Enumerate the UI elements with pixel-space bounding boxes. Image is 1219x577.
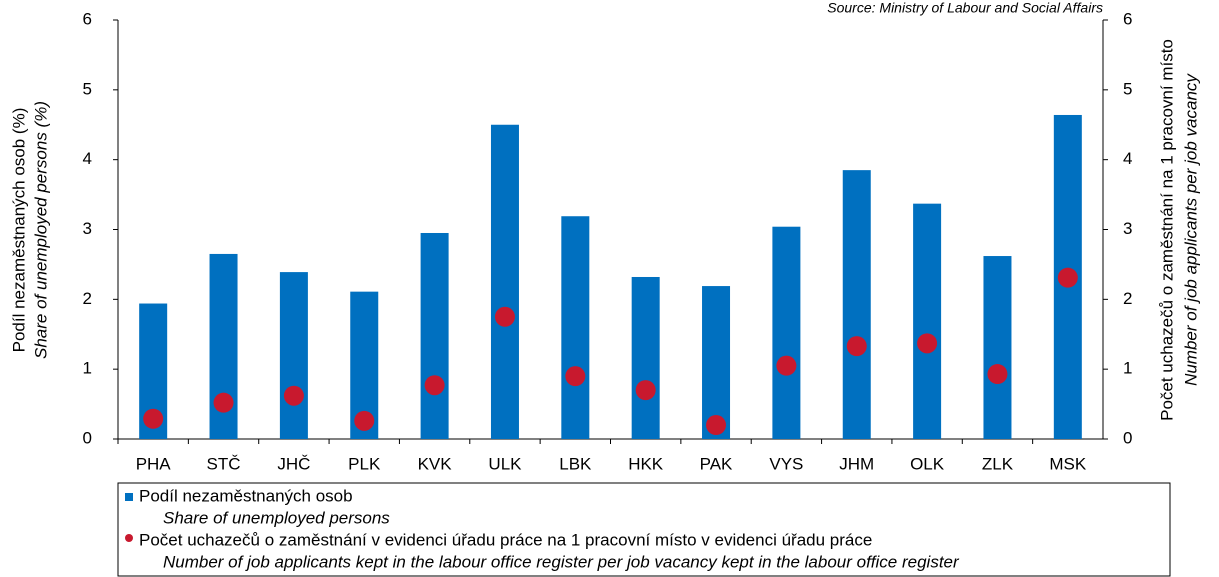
y2-axis-label: Number of job applicants per job vacancy (1181, 73, 1200, 386)
y-tick-label: 5 (83, 79, 92, 98)
x-tick-label: JHČ (277, 454, 310, 473)
dot (706, 415, 727, 436)
y-tick-label: 0 (83, 428, 92, 447)
y2-tick-label: 4 (1123, 149, 1132, 168)
y2-tick-label: 1 (1123, 359, 1132, 378)
y-tick-label: 2 (83, 289, 92, 308)
legend-label: Počet uchazečů o zaměstnání v evidenci ú… (139, 530, 872, 549)
dot (776, 355, 797, 376)
bar (279, 272, 308, 439)
x-tick-label: PHA (136, 454, 172, 473)
x-tick-label: PLK (348, 454, 381, 473)
legend-label: Podíl nezaměstnaných osob (139, 486, 353, 505)
x-tick-label: VYS (769, 454, 803, 473)
dot (354, 410, 375, 431)
y2-axis-label: Počet uchazečů o zaměstnání na 1 pracovn… (1157, 39, 1176, 421)
source: Source: Ministry of Labour and Social Af… (827, 0, 1103, 16)
x-tick-label: ULK (488, 454, 522, 473)
bar (983, 256, 1012, 439)
bar (913, 203, 942, 439)
dot (1057, 267, 1078, 288)
y-tick-label: 6 (83, 9, 92, 28)
y-axis-label: Podíl nezaměstnaných osob (%) (9, 108, 28, 353)
dot (424, 375, 445, 396)
dot (494, 306, 515, 327)
dot (143, 408, 164, 429)
y2-tick-label: 3 (1123, 219, 1132, 238)
dot (565, 366, 586, 387)
dot (917, 333, 938, 354)
legend-label: Number of job applicants kept in the lab… (163, 552, 960, 571)
x-tick-label: PAK (700, 454, 733, 473)
bar (772, 226, 801, 439)
y-tick-label: 4 (83, 149, 92, 168)
bar (561, 216, 590, 439)
bar (420, 232, 449, 439)
legend-box (117, 482, 1171, 577)
x-tick-label: OLK (910, 454, 945, 473)
x-tick-label: JHM (839, 454, 874, 473)
dot (846, 336, 867, 357)
legend-swatch (125, 493, 133, 501)
x-tick-label: STČ (207, 454, 241, 473)
legend-label: Share of unemployed persons (163, 508, 390, 527)
x-tick-label: KVK (418, 454, 453, 473)
x-tick-label: MSK (1049, 454, 1087, 473)
y2-tick-label: 6 (1123, 9, 1132, 28)
x-tick-label: HKK (628, 454, 664, 473)
y2-tick-label: 0 (1123, 428, 1132, 447)
dot (213, 392, 234, 413)
y-tick-label: 1 (83, 359, 92, 378)
y-axis-label: Share of unemployed persons (%) (31, 101, 50, 359)
bar (490, 124, 519, 439)
y2-tick-label: 5 (1123, 79, 1132, 98)
dot (635, 380, 656, 401)
y-tick-label: 3 (83, 219, 92, 238)
bar (702, 286, 731, 439)
bar (842, 170, 871, 439)
bar (631, 276, 660, 439)
dot (987, 364, 1008, 385)
x-tick-label: LBK (559, 454, 592, 473)
x-tick-label: ZLK (982, 454, 1014, 473)
legend-swatch (125, 534, 133, 542)
dot (283, 385, 304, 406)
y2-tick-label: 2 (1123, 289, 1132, 308)
